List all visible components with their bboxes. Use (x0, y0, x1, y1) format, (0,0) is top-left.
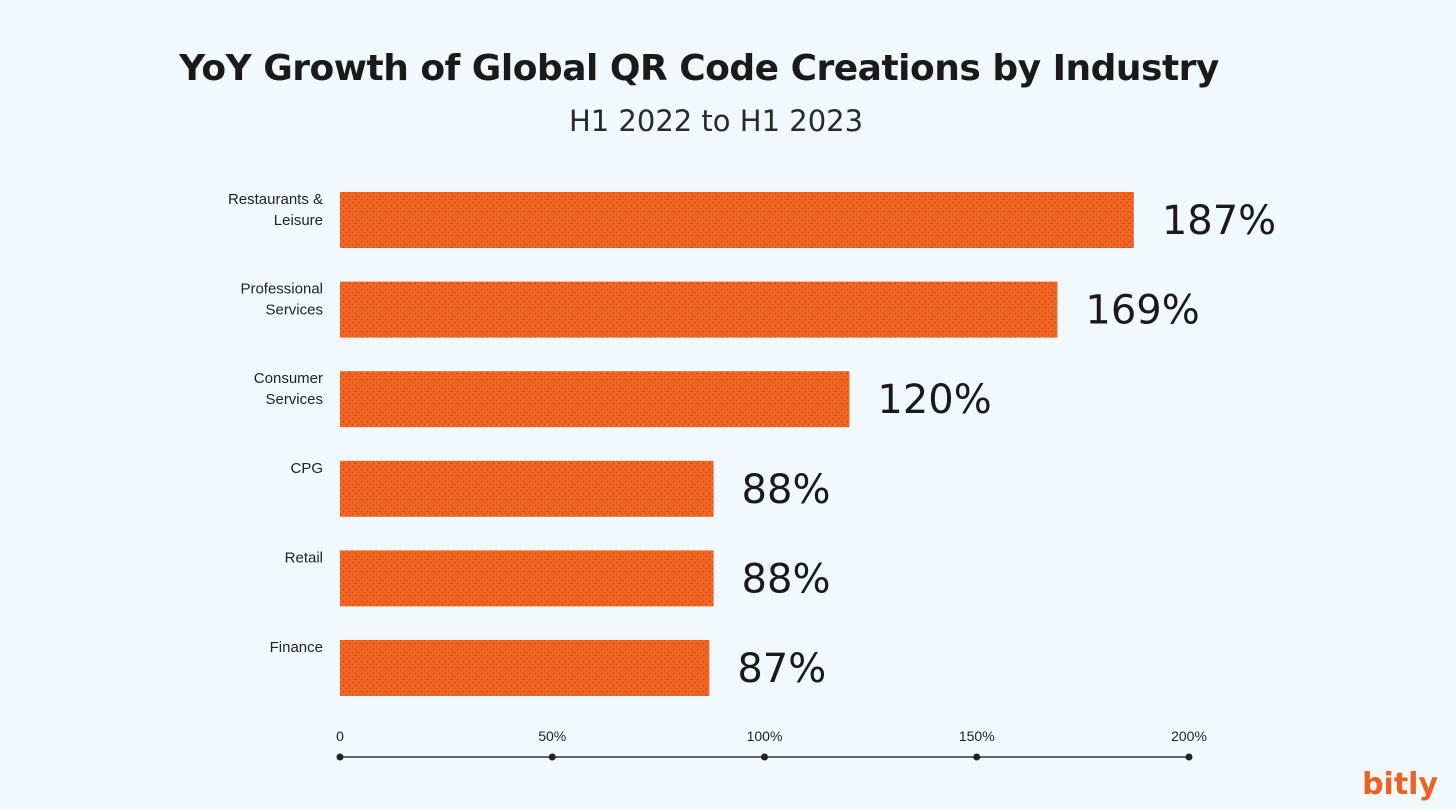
x-tick-dot (336, 753, 344, 761)
value-label: 88% (742, 467, 831, 513)
bar (340, 192, 1134, 248)
category-label: Consumer Services (254, 370, 323, 408)
x-tick-dot (761, 753, 768, 761)
x-tick-label: 50% (538, 728, 566, 744)
x-tick-label: 150% (959, 728, 995, 744)
x-tick-dot (973, 753, 981, 761)
bar (340, 371, 850, 428)
value-label: 87% (737, 646, 826, 692)
value-label: 169% (1085, 288, 1199, 334)
category-label: Finance (270, 639, 323, 656)
category-label: Retail (285, 549, 323, 566)
chart-subtitle: H1 2022 to H1 2023 (568, 104, 864, 138)
value-label: 187% (1162, 198, 1276, 244)
bar (340, 550, 714, 607)
x-tick-dot (548, 753, 556, 761)
x-tick-label: 0 (336, 728, 344, 744)
category-label: Restaurants & Leisure (228, 191, 323, 229)
x-tick-label: 100% (747, 728, 783, 744)
value-label: 88% (742, 556, 831, 602)
x-tick-label: 200% (1171, 728, 1207, 744)
bar (340, 460, 714, 517)
category-label: Professional Services (240, 281, 323, 319)
x-tick-dot (1185, 753, 1193, 761)
value-label: 120% (877, 377, 991, 423)
chart-title: YoY Growth of Global QR Code Creations b… (179, 48, 1219, 89)
category-label: CPG (290, 460, 323, 477)
bitly-logo: bitly (1362, 767, 1438, 802)
bar (340, 281, 1058, 338)
bar (340, 640, 710, 696)
